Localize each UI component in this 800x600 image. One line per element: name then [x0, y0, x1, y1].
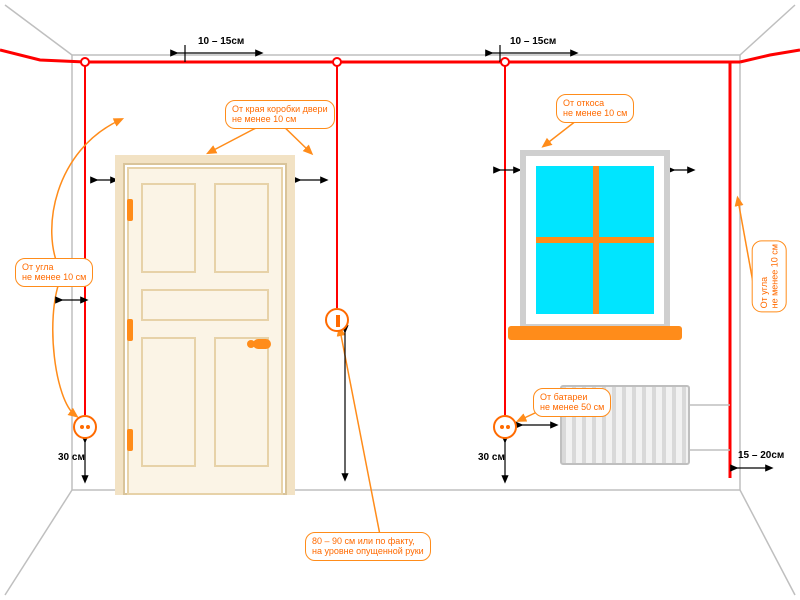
callout-text: не менее 10 см [769, 244, 779, 308]
junction-box [500, 57, 510, 67]
callout-text: От батареи [540, 392, 587, 402]
dim-outlet-left: 30 см [58, 452, 85, 463]
callout-text: От угла [759, 277, 769, 308]
junction-box [80, 57, 90, 67]
callout-text: не менее 10 см [563, 108, 627, 118]
callout-text: От откоса [563, 98, 604, 108]
callout-text: 80 – 90 см или по факту, [312, 536, 415, 546]
door-handle-icon [253, 339, 271, 349]
window-glass [532, 162, 658, 318]
callout-text: не менее 10 см [232, 114, 296, 124]
dim-bottom-right: 15 – 20см [738, 450, 784, 461]
callout-text: на уровне опущенной руки [312, 546, 424, 556]
callout-radiator: От батареи не менее 50 см [533, 388, 611, 417]
outlet-icon [493, 415, 517, 439]
callout-text: не менее 10 см [22, 272, 86, 282]
outlet-icon [73, 415, 97, 439]
callout-right-corner: От угла не менее 10 см [752, 240, 787, 312]
callout-window: От откоса не менее 10 см [556, 94, 634, 123]
callout-text: От угла [22, 262, 53, 272]
window-sill [508, 326, 682, 340]
hinge-icon [127, 199, 133, 221]
callout-switch-height: 80 – 90 см или по факту, на уровне опуще… [305, 532, 431, 561]
dim-top-right: 10 – 15см [510, 36, 556, 47]
hinge-icon [127, 429, 133, 451]
callout-text: не менее 50 см [540, 402, 604, 412]
hinge-icon [127, 319, 133, 341]
junction-box [332, 57, 342, 67]
callout-text: От края коробки двери [232, 104, 328, 114]
window-frame [520, 150, 670, 330]
door [127, 167, 283, 495]
dim-outlet-right: 30 см [478, 452, 505, 463]
callout-door: От края коробки двери не менее 10 см [225, 100, 335, 129]
callout-corner: От угла не менее 10 см [15, 258, 93, 287]
door-frame [115, 155, 295, 495]
dim-top-left: 10 – 15см [198, 36, 244, 47]
switch-icon [325, 308, 349, 332]
